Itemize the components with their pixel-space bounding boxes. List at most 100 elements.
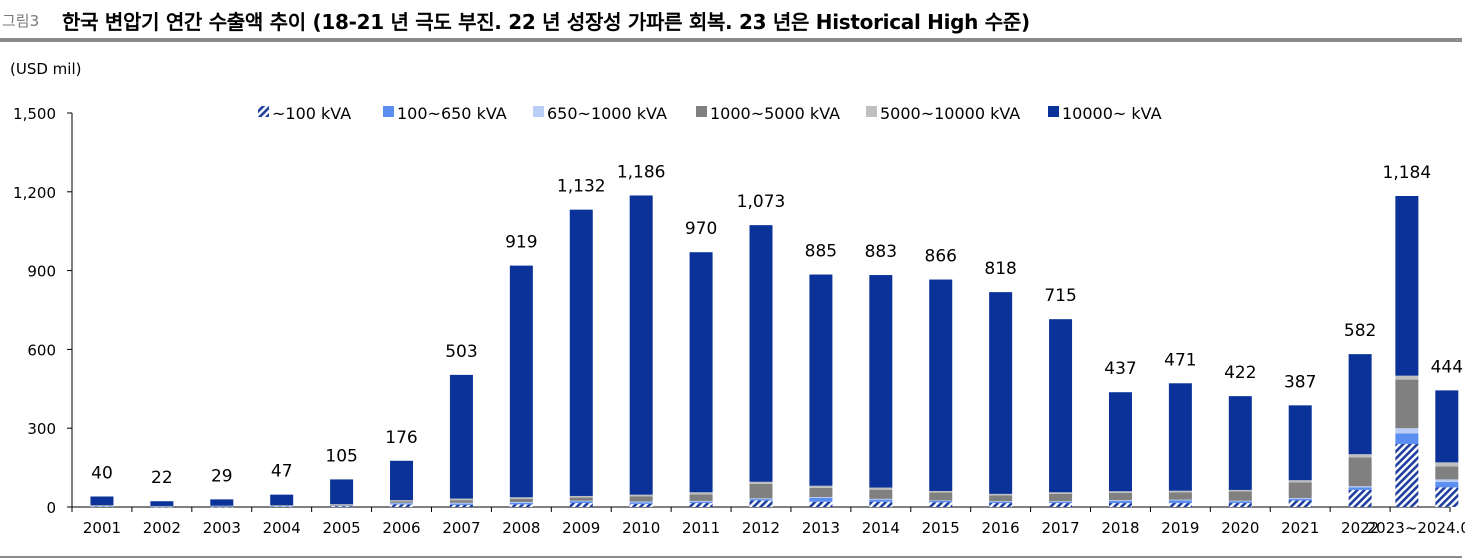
bar-segment--100-kVA <box>390 504 414 507</box>
x-tick-label: 2015 <box>922 519 960 537</box>
x-tick-label: 2020 <box>1221 519 1259 537</box>
bar-segment-1000-5000-kVA <box>330 504 354 506</box>
x-tick-label: 2023~2024.03 <box>1367 519 1465 537</box>
bar-total-label: 47 <box>271 462 293 482</box>
bar-segment-10000-kVA <box>869 275 893 488</box>
bar-total-label: 444 <box>1431 357 1463 377</box>
bar-segment-1000-5000-kVA <box>150 506 174 507</box>
x-tick-label: 2018 <box>1101 519 1139 537</box>
bar-segment-100-650-kVA <box>869 499 893 502</box>
bar-segment--100-kVA <box>1348 489 1372 507</box>
bar-segment-650-1000-kVA <box>929 500 953 501</box>
legend-swatch <box>533 106 544 117</box>
bar-segment-650-1000-kVA <box>1228 500 1252 502</box>
bar-segment-650-1000-kVA <box>1288 498 1312 499</box>
bar-total-label: 1,186 <box>617 162 666 182</box>
bar-segment-100-650-kVA <box>390 503 414 505</box>
bar-segment-5000-10000-kVA <box>749 481 773 484</box>
bar-segment-1000-5000-kVA <box>449 500 473 503</box>
bar-total-label: 105 <box>325 446 357 466</box>
bar-segment-100-650-kVA <box>809 497 833 502</box>
bar-segment-650-1000-kVA <box>1049 501 1073 502</box>
x-tick-label: 2003 <box>203 519 241 537</box>
bar-segment-100-650-kVA <box>90 506 114 507</box>
bar-segment--100-kVA <box>1049 503 1073 507</box>
bar-segment-650-1000-kVA <box>1435 479 1459 483</box>
bar-segment-10000-kVA <box>629 195 653 495</box>
legend-swatch <box>866 106 877 117</box>
bar-segment-1000-5000-kVA <box>390 501 414 503</box>
x-tick-label: 2008 <box>502 519 540 537</box>
bottom-divider <box>0 556 1462 558</box>
bar-segment-10000-kVA <box>1348 354 1372 455</box>
bar-total-label: 471 <box>1164 350 1196 370</box>
bar-segment-1000-5000-kVA <box>869 489 893 499</box>
bar-total-label: 29 <box>211 466 233 486</box>
bar-segment-5000-10000-kVA <box>1108 491 1132 493</box>
y-tick-label: 600 <box>27 341 56 359</box>
bar-segment-extra--100-kVA <box>1395 443 1419 507</box>
legend-label: 1000~5000 kVA <box>710 104 840 123</box>
bar-segment-10000-kVA <box>1288 405 1312 481</box>
bar-segment-5000-10000-kVA <box>629 494 653 497</box>
bar-segment-10000-kVA <box>390 460 414 501</box>
bar-segment-10000-kVA <box>809 274 833 486</box>
bar-segment--100-kVA <box>569 503 593 507</box>
bar-segment-100-650-kVA <box>1108 500 1132 504</box>
bar-segment-5000-10000-kVA <box>689 492 713 495</box>
bar-segment-5000-10000-kVA <box>210 505 234 507</box>
bar-segment-5000-10000-kVA <box>150 505 174 507</box>
bar-segment-650-1000-kVA <box>809 497 833 498</box>
bar-segment--100-kVA <box>449 504 473 507</box>
bar-segment--100-kVA <box>929 502 953 507</box>
bar-total-label: 866 <box>925 247 957 267</box>
x-tick-label: 2012 <box>742 519 780 537</box>
bar-segment-650-1000-kVA <box>569 500 593 502</box>
bar-segment-5000-10000-kVA <box>270 505 294 506</box>
bar-segment-1000-5000-kVA <box>210 505 234 507</box>
y-tick-label: 0 <box>46 499 56 517</box>
bar-total-label: 437 <box>1104 359 1136 379</box>
legend-swatch <box>258 106 269 117</box>
bar-segment-10000-kVA <box>1228 396 1252 490</box>
bar-segment-5000-10000-kVA <box>1435 462 1459 467</box>
bar-segment-1000-5000-kVA <box>569 497 593 501</box>
bar-segment-10000-kVA <box>1049 319 1073 493</box>
bar-segment-1000-5000-kVA <box>629 496 653 502</box>
bar-segment-650-1000-kVA <box>989 501 1013 502</box>
bar-segment-100-650-kVA <box>929 500 953 503</box>
bar-segment-650-1000-kVA <box>509 502 533 503</box>
value-labels-group: 40 22 29 47 105 176 503 919 1,132 1,186 970 1,073 88… <box>91 162 1463 488</box>
x-tick-label: 2017 <box>1041 519 1079 537</box>
bar-segment-650-1000-kVA <box>1108 500 1132 501</box>
bar-segment-1000-5000-kVA <box>929 492 953 501</box>
bar-total-label: 818 <box>984 259 1016 279</box>
legend-label: 10000~ kVA <box>1062 104 1162 123</box>
y-tick-label: 300 <box>27 420 56 438</box>
bar-segment-1000-5000-kVA <box>90 505 114 506</box>
legend-group: ~100 kVA 100~650 kVA 650~1000 kVA 1000~5000… <box>258 104 1162 123</box>
bar-segment-10000-kVA <box>689 252 713 493</box>
bar-segment-5000-10000-kVA <box>1168 490 1192 493</box>
bar-total-label: 883 <box>865 242 897 262</box>
x-tick-label: 2004 <box>263 519 301 537</box>
bar-segment-1000-5000-kVA <box>270 505 294 506</box>
legend-label: 5000~10000 kVA <box>880 104 1020 123</box>
legend-swatch <box>1048 106 1059 117</box>
bar-segment-1000-5000-kVA <box>1348 457 1372 487</box>
bar-segment-10000-kVA <box>270 494 294 506</box>
bar-total-label: 40 <box>91 463 113 483</box>
bar-segment-650-1000-kVA <box>629 501 653 503</box>
bar-segment-650-1000-kVA <box>1348 486 1372 488</box>
bar-segment-5000-10000-kVA <box>449 498 473 501</box>
bar-segment-1000-5000-kVA <box>1049 493 1073 502</box>
bar-total-label: 503 <box>445 342 477 362</box>
bar-segment-5000-10000-kVA <box>1348 454 1372 458</box>
bar-total-label: 970 <box>685 219 717 239</box>
bar-total-label: 1,184 <box>1383 163 1432 183</box>
bar-segment-5000-10000-kVA <box>390 500 414 502</box>
title-divider <box>0 38 1462 42</box>
bar-total-label: 422 <box>1224 363 1256 383</box>
bar-segment-100-650-kVA <box>569 501 593 504</box>
bar-segment-100-650-kVA <box>1168 500 1192 504</box>
